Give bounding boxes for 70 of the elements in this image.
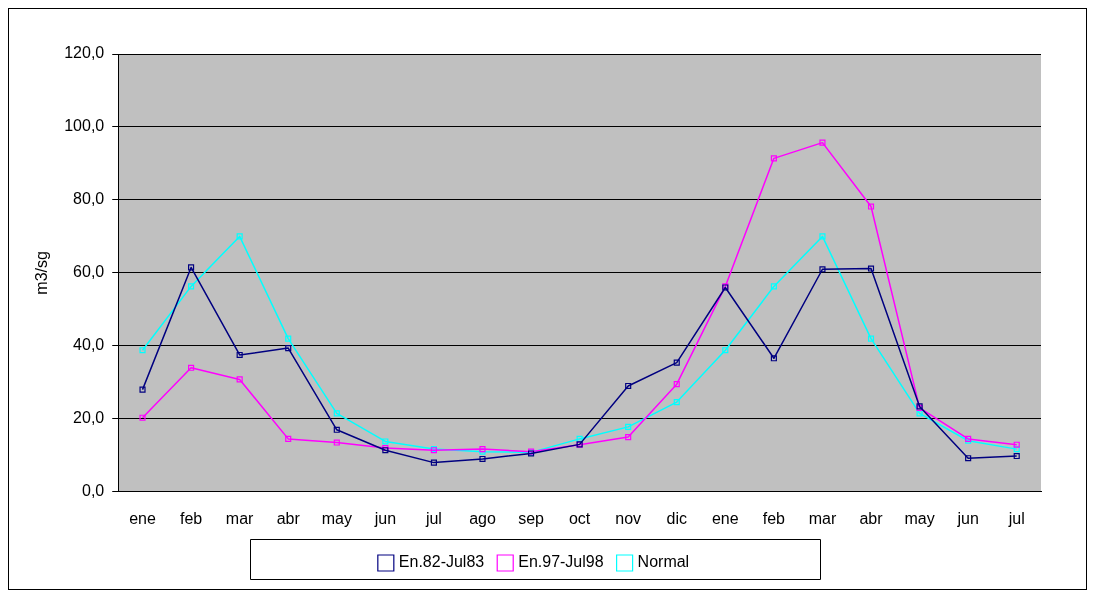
y-tick-label: 60,0 [73, 263, 105, 281]
point [819, 266, 826, 273]
point [770, 355, 777, 362]
point [285, 335, 292, 342]
x-tick-label: jun [373, 509, 397, 527]
point [430, 459, 437, 466]
y-tick-label: 120,0 [64, 44, 105, 62]
x-tick-label: ago [469, 509, 496, 527]
x-tick-label: sep [518, 509, 545, 527]
x-tick-label: dic [666, 509, 687, 527]
point [139, 386, 146, 393]
x-tick-label: feb [762, 509, 786, 527]
point [673, 398, 680, 406]
point [625, 434, 632, 441]
point [673, 381, 680, 388]
x-tick-label: abr [276, 509, 301, 527]
point [236, 233, 243, 240]
point [625, 382, 632, 390]
x-tick-label: mar [808, 509, 837, 527]
y-tick-label: 0,0 [81, 482, 105, 500]
point [770, 283, 777, 290]
point [576, 435, 583, 442]
x-tick-label: mar [225, 509, 255, 527]
legend-label: En.97-Jul98 [518, 553, 604, 571]
point [285, 344, 292, 352]
point [333, 426, 340, 433]
point [285, 435, 292, 442]
point [819, 233, 826, 240]
point [1013, 446, 1020, 453]
legend-label: En.82-Jul83 [398, 553, 485, 571]
x-tick-label: ene [711, 509, 739, 527]
x-tick-label: abr [859, 509, 884, 527]
y-tick-label: 80,0 [73, 190, 105, 208]
point [867, 203, 875, 210]
x-tick-label: ene [129, 509, 156, 527]
point [236, 376, 243, 383]
point [867, 265, 875, 272]
x-tick-label: may [904, 509, 935, 527]
y-tick-label: 20,0 [73, 409, 105, 427]
x-tick-label: may [321, 509, 352, 527]
point [1013, 441, 1020, 448]
point [916, 410, 923, 417]
point [673, 359, 680, 366]
point [236, 351, 243, 359]
x-tick-label: jul [1007, 509, 1025, 527]
x-tick-label: jul [424, 509, 442, 527]
x-tick-label: oct [568, 509, 591, 527]
point [333, 410, 340, 417]
y-tick-label: 100,0 [64, 117, 105, 135]
point [188, 283, 195, 290]
point [139, 347, 146, 354]
y-axis-title: m3/sg [33, 251, 51, 295]
point [722, 347, 729, 354]
point [819, 139, 826, 146]
point [188, 264, 195, 271]
x-tick-label: nov [615, 509, 642, 527]
point [333, 439, 340, 446]
x-tick-label: jun [956, 509, 979, 527]
y-tick-label: 40,0 [73, 336, 105, 354]
point [1013, 452, 1020, 460]
point [382, 438, 389, 445]
point [479, 455, 486, 463]
point [188, 364, 195, 371]
point [770, 155, 777, 162]
point [867, 335, 875, 342]
point [965, 455, 972, 462]
legend-label: Normal [637, 553, 690, 571]
point [139, 414, 146, 421]
x-tick-label: feb [179, 509, 203, 527]
point [625, 423, 632, 430]
